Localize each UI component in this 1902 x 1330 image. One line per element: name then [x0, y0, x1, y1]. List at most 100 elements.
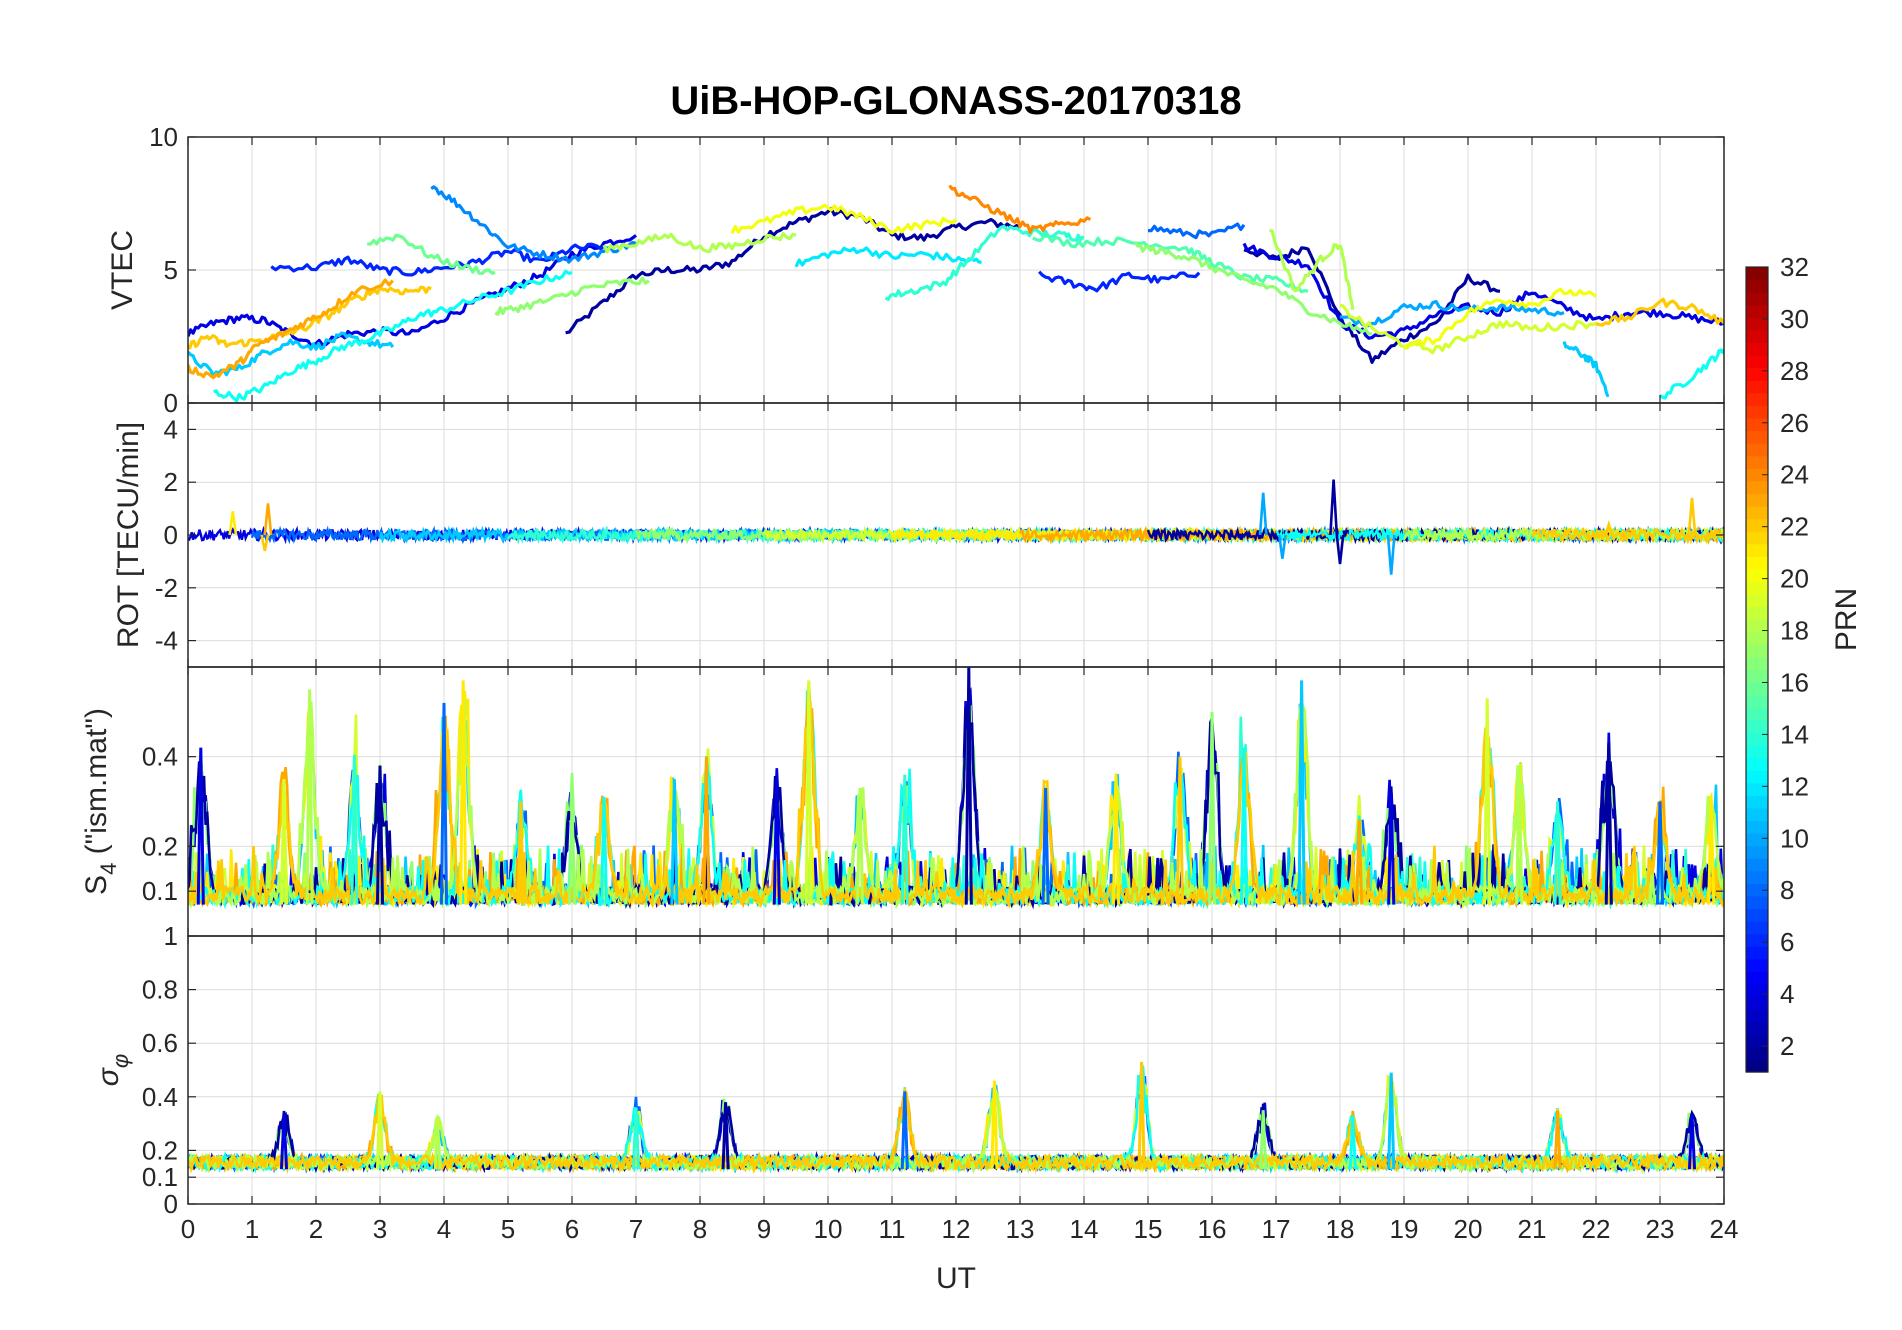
s4-peak	[305, 689, 314, 905]
vtec-series-prn-17	[494, 276, 650, 316]
x-axis-label: UT	[936, 1262, 976, 1295]
chart-title: UiB-HOP-GLONASS-20170318	[670, 79, 1241, 123]
colorbar-segment	[1746, 342, 1768, 356]
vtec-series-prn-18	[1269, 228, 1355, 311]
s4-peak	[459, 680, 468, 905]
y-tick-label: 0.1	[142, 876, 178, 906]
y-tick-label: 0.4	[142, 1082, 178, 1112]
rot-spike	[1258, 492, 1268, 536]
y-tick-label: 0.4	[142, 742, 178, 772]
colorbar-segment	[1746, 870, 1768, 884]
sigma_phi-peak	[631, 1107, 641, 1170]
colorbar-segment	[1746, 719, 1768, 733]
y-axis-label: VTEC	[106, 230, 139, 310]
y-tick-label: 1	[164, 921, 178, 951]
s4-peak	[804, 680, 813, 905]
vtec-series-prn-6	[1038, 270, 1201, 293]
vtec-series-prn-11	[1562, 341, 1610, 398]
y-tick-label: 0.1	[142, 1162, 178, 1192]
vtec-series-prn-4	[188, 234, 637, 348]
colorbar-segment	[1746, 568, 1768, 583]
y-tick-label: 0	[164, 1189, 178, 1219]
sigma_phi-peak	[1348, 1115, 1357, 1170]
colorbar-segment	[1746, 480, 1768, 495]
sigma_phi-peak	[1387, 1072, 1396, 1170]
x-tick-label: 1	[245, 1214, 259, 1244]
s4-series	[188, 667, 1724, 910]
x-tick-label: 22	[1582, 1214, 1611, 1244]
x-tick-label: 6	[565, 1214, 579, 1244]
colorbar-segment	[1746, 581, 1768, 595]
colorbar-tick-label: 32	[1780, 252, 1809, 282]
vtec-series-prn-19	[1339, 304, 1597, 355]
s4-peak	[1483, 698, 1492, 905]
colorbar-segment	[1746, 845, 1768, 859]
s4-peak	[1387, 792, 1396, 905]
x-tick-label: 3	[373, 1214, 387, 1244]
x-tick-label: 2	[309, 1214, 323, 1244]
colorbar-segment	[1746, 895, 1768, 910]
x-tick-label: 18	[1326, 1214, 1355, 1244]
rot-spike	[1329, 479, 1339, 536]
colorbar-segment	[1746, 946, 1768, 960]
s4-peak	[375, 765, 385, 905]
colorbar-segment	[1746, 770, 1768, 784]
colorbar-tick-label: 2	[1780, 1031, 1794, 1061]
colorbar-tick-label: 10	[1780, 823, 1809, 853]
vtec-series-prn-20	[1402, 287, 1597, 350]
colorbar-segment	[1746, 820, 1768, 834]
y-axis-label: S4 ("ism.mat")	[80, 708, 121, 895]
colorbar-label: PRN	[1830, 588, 1863, 651]
vtec-series-prn-23	[188, 278, 394, 380]
vtec-series-prn-4	[1242, 242, 1724, 340]
vtec-series-prn-24	[948, 184, 1092, 234]
s4-peak	[855, 788, 865, 905]
y-tick-label: 4	[164, 414, 178, 444]
colorbar-segment	[1746, 1009, 1768, 1023]
vtec-series-prn-2	[565, 207, 1021, 335]
s4-peak	[702, 756, 711, 905]
colorbar-segment	[1746, 744, 1768, 759]
sigma_phi-peak	[990, 1080, 999, 1170]
vtec-series-prn-10	[1339, 299, 1565, 328]
colorbar-segment	[1746, 644, 1768, 658]
vtec-series-prn-13	[1659, 348, 1724, 400]
y-tick-label: 5	[164, 255, 178, 285]
colorbar-segment	[1746, 606, 1768, 620]
colorbar-segment	[1746, 782, 1768, 796]
colorbar-tick-label: 14	[1780, 719, 1809, 749]
colorbar-segment	[1746, 317, 1768, 331]
vtec-series-prn-14	[884, 224, 1085, 302]
s4-peak	[1355, 819, 1364, 905]
colorbar-segment	[1746, 732, 1768, 746]
sigma_phi-peak	[433, 1123, 442, 1170]
s4-peak	[1604, 743, 1613, 905]
sigma_phi-trace	[188, 1086, 1724, 1175]
y-tick-label: 2	[164, 467, 178, 497]
colorbar-segment	[1746, 921, 1768, 935]
x-tick-label: 5	[501, 1214, 515, 1244]
colorbar-segment	[1746, 543, 1768, 557]
colorbar-tick-label: 18	[1780, 616, 1809, 646]
y-axis-label: σφ	[92, 1054, 133, 1086]
vtec-series-prn-15	[1032, 234, 1309, 294]
colorbar-segment	[1746, 493, 1768, 507]
s4-peak	[1297, 680, 1306, 905]
s4-peak	[1553, 801, 1562, 905]
colorbar-segment	[1746, 367, 1768, 381]
colorbar-segment	[1746, 443, 1768, 457]
vtec-series-prn-16	[367, 233, 496, 275]
rot-series	[188, 479, 1724, 575]
colorbar-tick-label: 30	[1780, 304, 1809, 334]
x-tick-label: 17	[1262, 1214, 1291, 1244]
x-tick-label: 9	[757, 1214, 771, 1244]
colorbar-tick-label: 28	[1780, 356, 1809, 386]
colorbar-segment	[1746, 1021, 1768, 1035]
colorbar-tick-label: 6	[1780, 927, 1794, 957]
colorbar-segment	[1746, 908, 1768, 922]
x-tick-label: 21	[1518, 1214, 1547, 1244]
colorbar-segment	[1746, 883, 1768, 897]
colorbar-segment	[1746, 656, 1768, 671]
colorbar-tick-label: 22	[1780, 512, 1809, 542]
y-axis-label: ROT [TECU/min]	[112, 422, 145, 648]
